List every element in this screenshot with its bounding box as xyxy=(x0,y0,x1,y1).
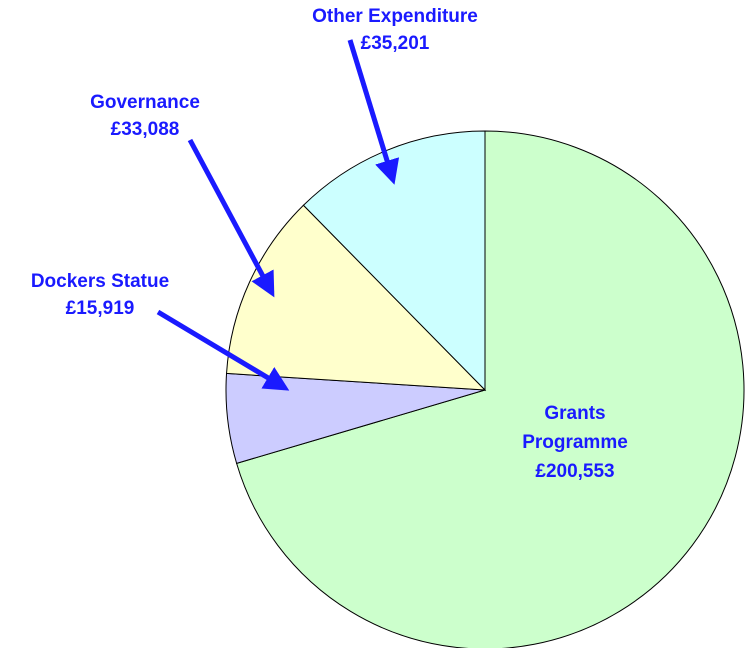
value-label: £15,919 xyxy=(66,298,135,319)
slice-label: Dockers Statue xyxy=(31,271,169,292)
pie-slice xyxy=(235,130,745,648)
pie xyxy=(225,130,745,648)
pie-slice xyxy=(302,130,486,392)
label-arrow xyxy=(347,39,400,185)
value-label: £35,201 xyxy=(361,33,430,54)
pie-slice xyxy=(225,204,487,391)
label-arrow xyxy=(187,138,275,298)
value-label: £33,088 xyxy=(111,119,180,140)
value-label: £200,553 xyxy=(535,461,614,482)
labels: Grants Programme £200,553 Dockers Statue £15… xyxy=(31,6,628,482)
slice-label: Grants Programme xyxy=(522,403,628,453)
slice-label: Other Expenditure xyxy=(312,6,478,27)
slice-label: Governance xyxy=(90,92,200,113)
label-arrow xyxy=(156,309,290,391)
